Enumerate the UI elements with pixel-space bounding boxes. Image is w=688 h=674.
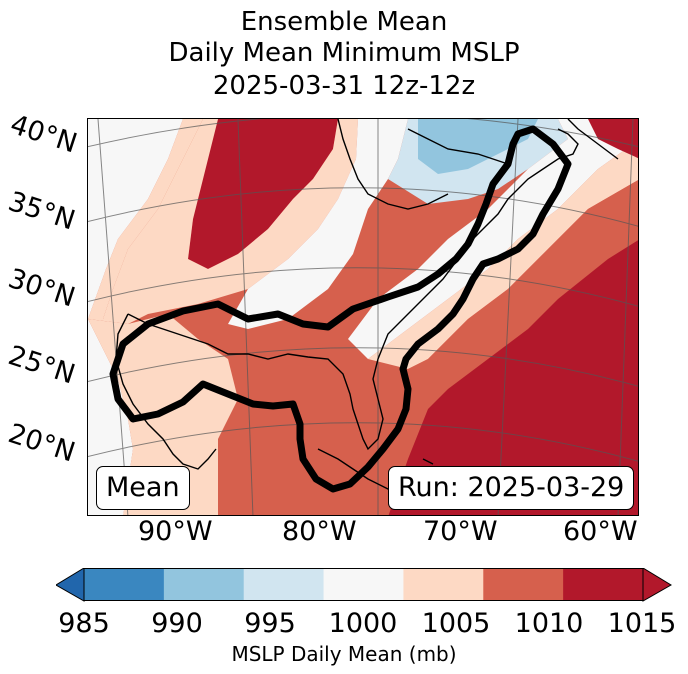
lat-label-30: 30°N (4, 263, 79, 314)
lon-label-70: 70°W (423, 516, 498, 547)
field-1010-atlantic (408, 180, 638, 409)
run-label: Run: 2025-03-29 (388, 466, 635, 510)
colorbar (56, 568, 672, 602)
field-1015-plains (188, 119, 338, 269)
colorbar-frame (83, 568, 644, 601)
lon-label-60: 60°W (563, 516, 638, 547)
lat-label-20: 20°N (4, 418, 79, 469)
colorbar-segment (163, 568, 245, 601)
colorbar-segment (243, 568, 325, 601)
lat-label-35: 35°N (4, 186, 79, 237)
field-1005-west (88, 119, 203, 319)
title-line-1: Ensemble Mean (240, 7, 448, 37)
colorbar-segment (84, 568, 165, 601)
lon-label-80: 80°W (282, 516, 357, 547)
cbar-tick-985: 985 (58, 608, 110, 639)
title-line-2: Daily Mean Minimum MSLP (168, 38, 520, 68)
cbar-tick-995: 995 (244, 608, 296, 639)
contour-outline (109, 125, 572, 493)
cbar-tick-990: 990 (151, 608, 203, 639)
field-1005-central (88, 119, 358, 324)
lat-label-40: 40°N (6, 109, 81, 160)
colorbar-segment (483, 568, 564, 601)
field-1015-northeast-corner (588, 119, 638, 159)
field-1000-west (88, 119, 183, 319)
field-1000-lakes (228, 119, 408, 329)
mean-label: Mean (96, 466, 190, 510)
graticule (88, 119, 638, 515)
cbar-tick-1010: 1010 (514, 608, 584, 639)
colorbar-segment (563, 568, 644, 601)
colorbar-under-arrow (56, 568, 85, 602)
map-canvas (88, 119, 638, 515)
title-line-3: 2025-03-31 12z-12z (212, 71, 476, 101)
lat-label-25: 25°N (4, 340, 79, 391)
cbar-tick-1015: 1015 (607, 608, 677, 639)
lon-label-90: 90°W (138, 516, 213, 547)
cbar-tick-1005: 1005 (421, 608, 491, 639)
colorbar-segment (323, 568, 404, 601)
colorbar-label: MSLP Daily Mean (mb) (231, 642, 457, 666)
cbar-tick-1000: 1000 (328, 608, 398, 639)
pressure-map[interactable] (87, 118, 639, 516)
field-990-lakes (418, 119, 538, 174)
colorbar-over-arrow (642, 568, 672, 602)
colorbar-segment (403, 568, 484, 601)
